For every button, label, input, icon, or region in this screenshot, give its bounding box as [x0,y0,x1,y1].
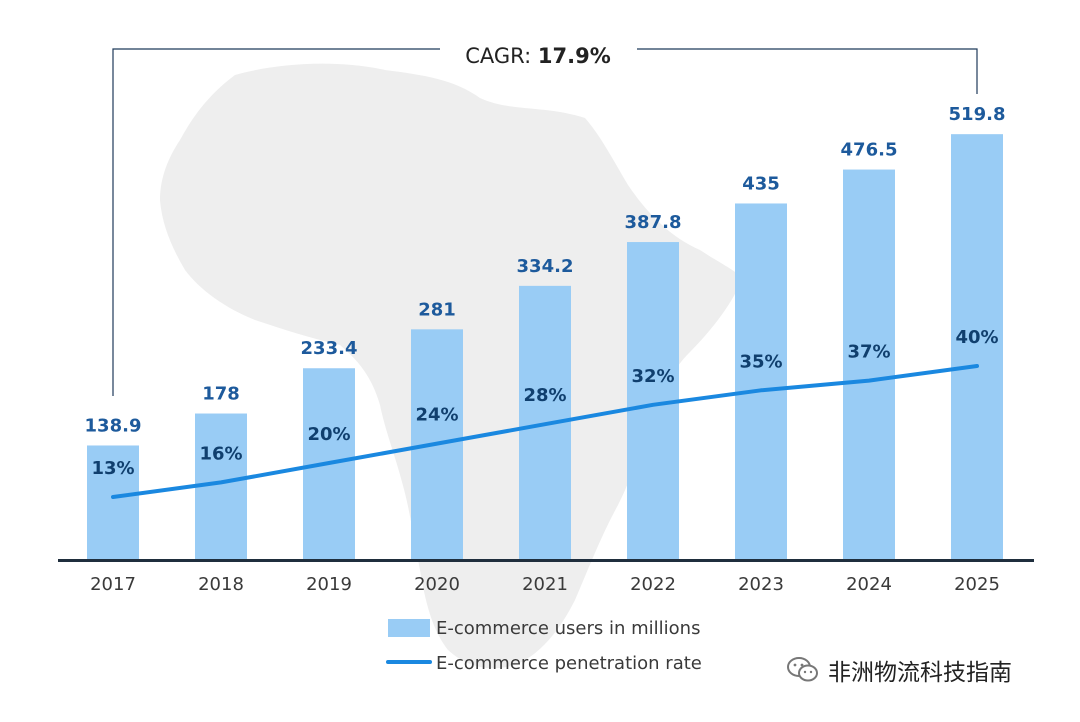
bar-2023 [735,203,787,559]
wechat-icon [787,657,818,682]
x-tick-label: 2019 [306,574,352,595]
x-tick-label: 2023 [738,574,784,595]
legend-bar-label: E-commerce users in millions [436,618,700,639]
bar-value-label: 281 [418,299,456,320]
bar-2017 [87,445,139,559]
x-tick-label: 2020 [414,574,460,595]
cagr-bracket: CAGR: 17.9% [112,44,978,396]
x-tick-label: 2022 [630,574,676,595]
x-tick-label: 2017 [90,574,136,595]
watermark-text: 非洲物流科技指南 [828,660,1012,686]
x-tick-label: 2024 [846,574,892,595]
bar-value-label: 178 [202,384,240,405]
bar-value-label: 334.2 [517,256,574,277]
penetration-rate-line [111,364,979,499]
rate-label: 16% [199,443,242,464]
bar-value-label: 138.9 [85,415,142,436]
legend-line-label: E-commerce penetration rate [436,653,702,674]
bar-value-label: 476.5 [841,140,898,161]
cagr-value: 17.9% [538,44,611,68]
bar-2025 [951,134,1003,560]
bar-value-label: 519.8 [949,104,1006,125]
bar-2024 [843,169,895,559]
bar-value-label: 387.8 [625,212,682,233]
x-axis: 2017 2018 2019 2020 2021 2022 2023 2024 2025 [58,559,1034,595]
rate-label: 32% [631,366,674,387]
cagr-prefix: CAGR: [465,44,538,68]
bar-value-label: 435 [742,173,780,194]
rate-label: 13% [91,458,134,479]
rate-label: 37% [847,342,890,363]
labels: 138.9 178 233.4 281 334.2 387.8 435 476.5 519.8 1… [85,104,1006,479]
penetration-line-layer [111,364,979,499]
rate-label: 28% [523,385,566,406]
x-tick-label: 2021 [522,574,568,595]
legend-bar-swatch [388,619,430,637]
rate-label: 24% [415,405,458,426]
rate-label: 35% [739,351,782,372]
x-tick-label: 2025 [954,574,1000,595]
cagr-annotation: CAGR: 17.9% [465,44,611,68]
legend: E-commerce users in millions E-commerce p… [386,618,702,674]
rate-label: 40% [955,327,998,348]
rate-label: 20% [307,424,350,445]
x-tick-label: 2018 [198,574,244,595]
bracket-left [112,48,440,396]
watermark: 非洲物流科技指南 [786,650,1012,690]
bar-value-label: 233.4 [301,338,358,359]
bracket-right [637,48,978,94]
